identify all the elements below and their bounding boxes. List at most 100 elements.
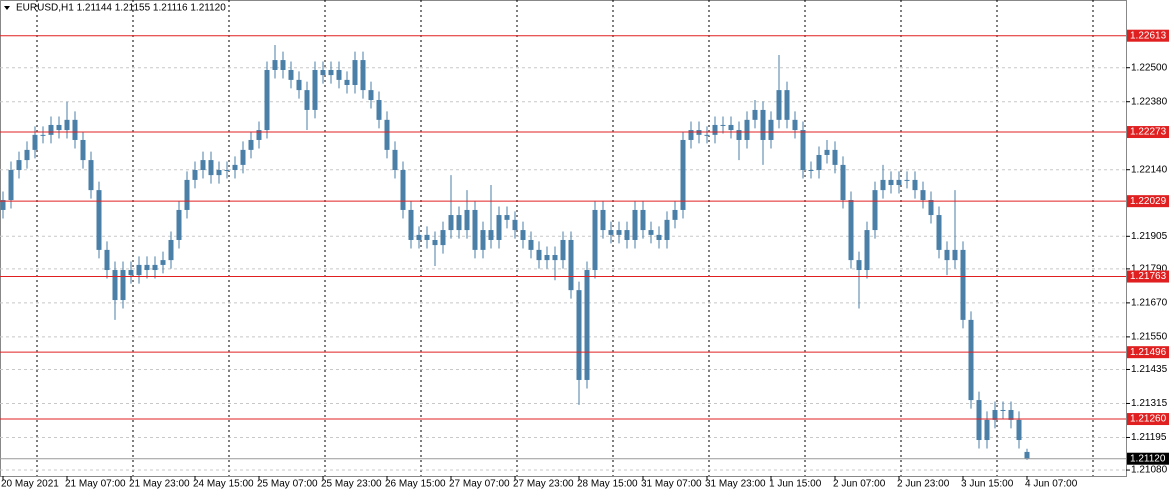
- candle-body: [392, 149, 398, 170]
- candle-body: [784, 90, 790, 120]
- candle-body: [376, 100, 382, 120]
- candle-body: [872, 190, 878, 231]
- candle-body: [144, 264, 150, 271]
- y-tick-label: 1.21905: [1131, 231, 1168, 242]
- candle-body: [904, 179, 910, 181]
- candle-body: [288, 69, 294, 80]
- candle-body: [1016, 419, 1022, 441]
- candle-body: [104, 249, 110, 271]
- y-tick-label: 1.22500: [1131, 62, 1168, 73]
- candle-body: [1024, 451, 1030, 459]
- candle-body: [568, 239, 574, 291]
- candle-body: [736, 130, 742, 140]
- candle-body: [200, 160, 206, 170]
- candle-body: [664, 219, 670, 240]
- y-tick-label: 1.21195: [1131, 432, 1167, 443]
- x-tick-label: 4 Jun 07:00: [1025, 479, 1078, 490]
- candle-body: [648, 230, 654, 235]
- candle-body: [800, 130, 806, 170]
- candle-body: [496, 215, 502, 240]
- candle-body: [760, 109, 766, 140]
- candle-body: [896, 179, 902, 186]
- x-tick-label: 31 May 07:00: [641, 479, 702, 490]
- candle-body: [192, 170, 198, 180]
- candle-body: [472, 209, 478, 250]
- candle-body: [888, 179, 894, 186]
- candle-body: [152, 264, 158, 271]
- menu-arrow[interactable]: [4, 6, 10, 10]
- candle-body: [304, 90, 310, 110]
- y-tick-label: 1.21080: [1131, 465, 1168, 476]
- candle-body: [944, 249, 950, 261]
- candle-body: [640, 209, 646, 231]
- x-tick-label: 24 May 15:00: [193, 479, 254, 490]
- candle-body: [48, 124, 54, 135]
- candle-body: [112, 270, 118, 301]
- candle-body: [744, 119, 750, 140]
- candle-body: [80, 139, 86, 161]
- candle-body: [712, 124, 718, 135]
- candle-body: [32, 134, 38, 150]
- level-label: 1.21763: [1130, 271, 1167, 282]
- candle-body: [248, 139, 254, 150]
- candle-body: [656, 234, 662, 240]
- candle-body: [120, 270, 126, 301]
- candle-body: [136, 264, 142, 276]
- candle-body: [88, 160, 94, 191]
- candle-body: [232, 164, 238, 170]
- candle-body: [848, 200, 854, 261]
- candle-body: [928, 200, 934, 216]
- x-tick-label: 28 May 15:00: [577, 479, 638, 490]
- candle-body: [488, 230, 494, 240]
- candle-body: [72, 119, 78, 140]
- plot-frame: [0, 0, 1127, 477]
- candle-body: [608, 230, 614, 235]
- candle-body: [224, 170, 230, 171]
- x-tick-label: 27 May 07:00: [449, 479, 510, 490]
- candle-body: [704, 134, 710, 136]
- level-label: 1.22273: [1130, 127, 1167, 138]
- x-tick-label: 25 May 23:00: [321, 479, 382, 490]
- candle-body: [536, 249, 542, 261]
- candle-body: [856, 260, 862, 271]
- y-tick-label: 1.21435: [1131, 364, 1168, 375]
- candle-body: [768, 119, 774, 140]
- candle-body: [184, 179, 190, 210]
- candle-body: [544, 255, 550, 261]
- candle-body: [624, 230, 630, 240]
- candle-body: [208, 160, 214, 176]
- candle-body: [280, 60, 286, 70]
- candle-body: [440, 230, 446, 246]
- candle-body: [464, 209, 470, 231]
- candle-body: [1000, 409, 1006, 411]
- candle-body: [952, 249, 958, 261]
- x-tick-label: 27 May 23:00: [513, 479, 574, 490]
- candle-body: [64, 119, 70, 131]
- candle-body: [384, 119, 390, 150]
- x-tick-label: 26 May 15:00: [385, 479, 446, 490]
- level-label-bg: [1127, 195, 1169, 208]
- candle-body: [776, 90, 782, 120]
- x-tick-label: 2 Jun 07:00: [833, 479, 886, 490]
- candle-body: [520, 230, 526, 240]
- candle-body: [864, 230, 870, 271]
- candle-body: [976, 400, 982, 441]
- candle-body: [176, 209, 182, 240]
- candle-body: [592, 209, 598, 271]
- candle-body: [312, 69, 318, 110]
- candle-body: [128, 270, 134, 276]
- candle-body: [968, 319, 974, 401]
- candle-body: [528, 239, 534, 250]
- level-label-bg: [1127, 126, 1169, 139]
- candle-body: [344, 79, 350, 85]
- candle-body: [576, 290, 582, 380]
- candle-body: [1008, 409, 1014, 420]
- candle-body: [632, 209, 638, 240]
- x-tick-label: 21 May 23:00: [129, 479, 190, 490]
- level-label-bg: [1127, 29, 1169, 42]
- candle-body: [728, 124, 734, 131]
- candle-body: [480, 230, 486, 250]
- x-tick-label: 25 May 07:00: [257, 479, 318, 490]
- candle-body: [400, 170, 406, 210]
